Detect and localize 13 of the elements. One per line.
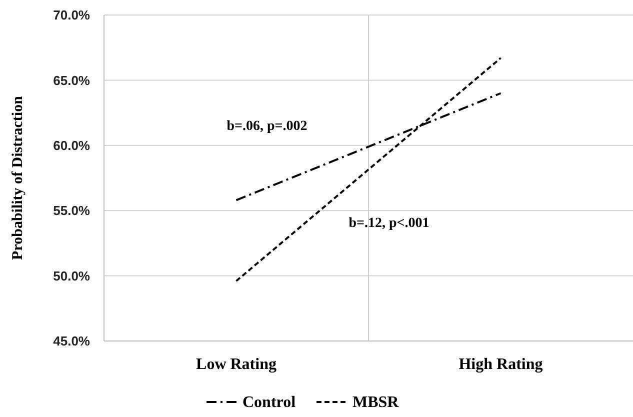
- annotation: b=.06, p=.002: [226, 118, 308, 134]
- legend-label: MBSR: [352, 394, 400, 411]
- y-tick-label: 65.0%: [53, 72, 90, 88]
- y-tick-label: 60.0%: [53, 138, 90, 153]
- x-tick-label: High Rating: [458, 356, 543, 373]
- y-axis-title: Probability of Distraction: [10, 95, 26, 260]
- y-tick-label: 70.0%: [53, 8, 90, 23]
- y-tick-label: 50.0%: [53, 268, 90, 284]
- annotation: b=.12, p<.001: [348, 216, 430, 231]
- y-tick-label: 55.0%: [53, 203, 90, 218]
- x-tick-label: Low Rating: [196, 356, 276, 373]
- legend-label: Control: [242, 394, 296, 411]
- y-tick-label: 45.0%: [53, 334, 90, 349]
